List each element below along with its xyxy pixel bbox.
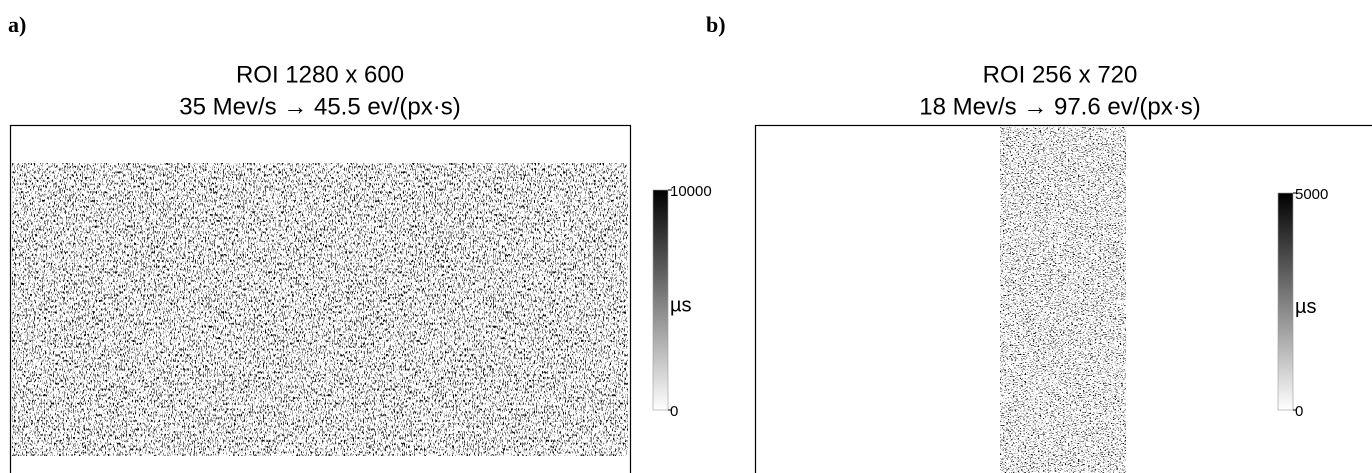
panel-frame — [9, 124, 632, 473]
panel-frame — [754, 124, 1372, 473]
colorbar-tick-label: 0 — [1295, 403, 1303, 420]
panel-title: 18 Mev/s → 97.6 ev/(px·s) — [919, 93, 1200, 120]
colorbar — [1277, 192, 1294, 411]
colorbar-tick-label: 5000 — [1295, 186, 1328, 203]
event-image — [1000, 127, 1126, 473]
colorbar-unit: µs — [670, 294, 692, 316]
colorbar — [652, 189, 669, 411]
event-image — [12, 163, 628, 456]
colorbar-tick-label: 0 — [670, 403, 678, 420]
colorbar-unit: µs — [1295, 296, 1317, 318]
panel-title: ROI 1280 x 600 — [236, 61, 404, 88]
colorbar-tick-label: 10000 — [670, 183, 712, 200]
panel-title: 35 Mev/s → 45.5 ev/(px·s) — [179, 93, 460, 120]
panel-label: b) — [706, 12, 726, 37]
panel-label: a) — [8, 12, 26, 37]
panel-title: ROI 256 x 720 — [983, 61, 1138, 88]
